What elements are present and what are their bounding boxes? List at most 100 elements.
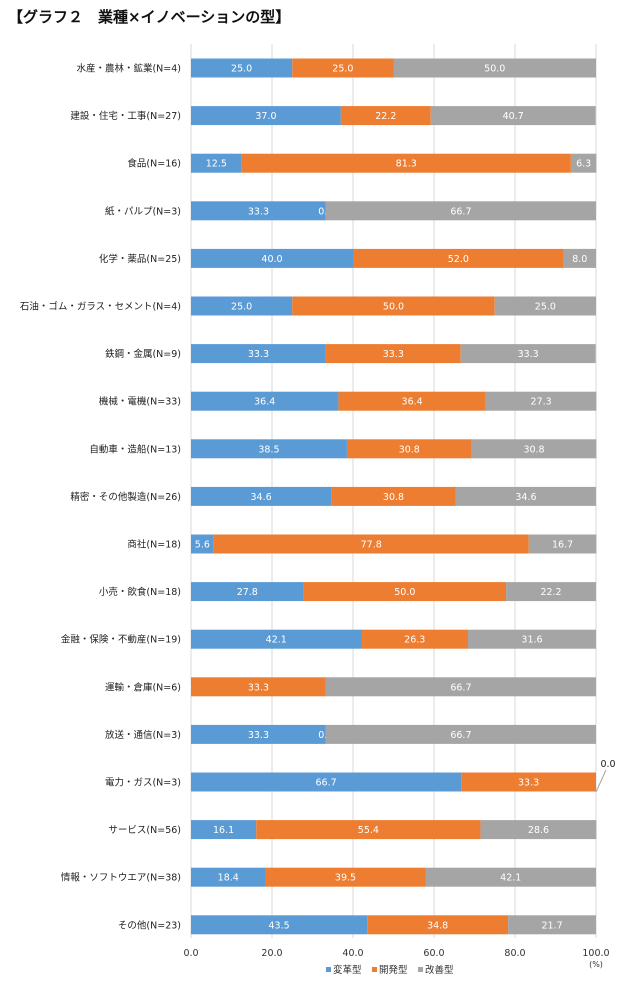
bar-segment-kaihatsu [346, 439, 472, 459]
data-label: 30.8 [383, 492, 404, 503]
data-label: 50.0 [484, 64, 505, 75]
bar-segment-henkaku [191, 296, 293, 316]
bar-segment-kaizen [468, 629, 596, 649]
data-label: 26.3 [404, 635, 425, 646]
category-label: 精密・その他製造(N=26) [70, 491, 181, 503]
x-tick-label: 80.0 [504, 948, 525, 959]
legend-swatch [372, 967, 377, 972]
bar-segment-kaihatsu [461, 772, 596, 792]
data-label: 81.3 [396, 159, 417, 170]
x-tick-label: 60.0 [423, 948, 444, 959]
category-label: 建設・住宅・工事(N=27) [70, 110, 181, 122]
data-label: 36.4 [402, 397, 423, 408]
legend-label: 開発型 [379, 964, 408, 976]
data-label: 21.7 [541, 920, 562, 931]
data-label: 5.6 [195, 540, 210, 551]
bar-segment-kaizen [480, 820, 597, 840]
bar-segment-kaizen [460, 344, 596, 364]
bar-segment-henkaku [191, 344, 326, 364]
bar-segment-kaihatsu [292, 296, 495, 316]
bar-segment-kaizen [325, 677, 596, 697]
legend-label: 変革型 [333, 964, 362, 976]
data-label: 18.4 [218, 873, 239, 884]
category-label: 水産・農林・鉱業(N=4) [76, 63, 181, 75]
bar-segment-henkaku [191, 58, 293, 78]
x-tick-label: 40.0 [342, 948, 363, 959]
category-label: 電力・ガス(N=3) [105, 777, 181, 789]
data-label: 34.8 [427, 920, 448, 931]
bar-segment-kaihatsu [338, 391, 486, 411]
bar-segment-kaihatsu [325, 344, 461, 364]
data-label: 22.2 [540, 587, 561, 598]
bar-segment-henkaku [191, 915, 368, 935]
bar-segment-kaizen [506, 582, 596, 602]
x-tick-label: 100.0 [582, 948, 609, 959]
data-label: 12.5 [206, 159, 227, 170]
bar-segment-henkaku [191, 534, 214, 554]
bar-segment-kaizen [425, 867, 596, 887]
data-label: 66.7 [450, 730, 471, 741]
x-tick-label: 20.0 [261, 948, 282, 959]
bar-segment-kaizen [325, 724, 596, 744]
bar-segment-kaihatsu [303, 582, 507, 602]
data-label: 42.1 [266, 635, 287, 646]
data-label: 33.3 [383, 349, 404, 360]
bar-segment-kaizen [508, 915, 596, 935]
data-label: 22.2 [375, 111, 396, 122]
data-label: 27.3 [531, 397, 552, 408]
bar-segment-kaizen [471, 439, 597, 459]
bar-segment-kaizen [455, 486, 596, 506]
legend-swatch [326, 967, 331, 972]
data-label: 27.8 [237, 587, 258, 598]
category-label: 放送・通信(N=3) [105, 729, 181, 741]
bar-segment-henkaku [191, 248, 353, 268]
bar-segment-kaihatsu [241, 153, 571, 173]
bar-segment-kaihatsu [265, 867, 426, 887]
data-label: 34.6 [515, 492, 536, 503]
data-label: 50.0 [394, 587, 415, 598]
data-label: 55.4 [358, 825, 379, 836]
bar-segment-henkaku [191, 820, 257, 840]
bar-segment-henkaku [191, 391, 339, 411]
data-label: 25.0 [231, 302, 252, 313]
data-label: 66.7 [450, 682, 471, 693]
data-label: 33.3 [248, 206, 269, 217]
data-label: 77.8 [361, 540, 382, 551]
category-label: 鉄鋼・金属(N=9) [105, 348, 181, 360]
data-label: 28.6 [528, 825, 549, 836]
category-label: 化学・薬品(N=25) [99, 253, 181, 265]
category-label: 運輸・倉庫(N=6) [105, 681, 181, 693]
bar-segment-henkaku [191, 106, 341, 126]
category-label: 情報・ソフトウエア(N=38) [61, 872, 181, 884]
data-label: 33.3 [248, 730, 269, 741]
data-label: 40.0 [261, 254, 282, 265]
category-label: 紙・パルプ(N=3) [105, 205, 181, 217]
chart-title: 【グラフ２ 業種×イノベーションの型】 [8, 8, 291, 26]
bar-segment-kaihatsu [361, 629, 469, 649]
bar-segment-kaizen [528, 534, 597, 554]
leader-line [595, 769, 607, 793]
legend-label: 改善型 [425, 964, 454, 976]
bar-segment-kaihatsu [191, 677, 326, 697]
bar-segment-henkaku [191, 772, 462, 792]
bar-segment-kaizen [563, 248, 596, 268]
bar-segment-henkaku [191, 201, 326, 221]
data-label: 43.5 [269, 920, 290, 931]
category-label: 機械・電機(N=33) [99, 396, 181, 408]
bar-segment-kaizen [430, 106, 596, 126]
data-label: 6.3 [576, 159, 591, 170]
category-label: 自動車・造船(N=13) [89, 443, 181, 455]
category-label: 商社(N=18) [127, 539, 181, 551]
data-label: 38.5 [258, 444, 279, 455]
category-label: その他(N=23) [118, 919, 181, 931]
data-label: 33.3 [248, 682, 269, 693]
data-label: 37.0 [255, 111, 276, 122]
data-label: 50.0 [383, 302, 404, 313]
bar-segment-kaihatsu [256, 820, 481, 840]
bar-segment-kaizen [494, 296, 596, 316]
bar-segment-kaihatsu [340, 106, 431, 126]
data-label: 33.3 [518, 778, 539, 789]
data-label: 33.3 [518, 349, 539, 360]
legend-swatch [418, 967, 423, 972]
